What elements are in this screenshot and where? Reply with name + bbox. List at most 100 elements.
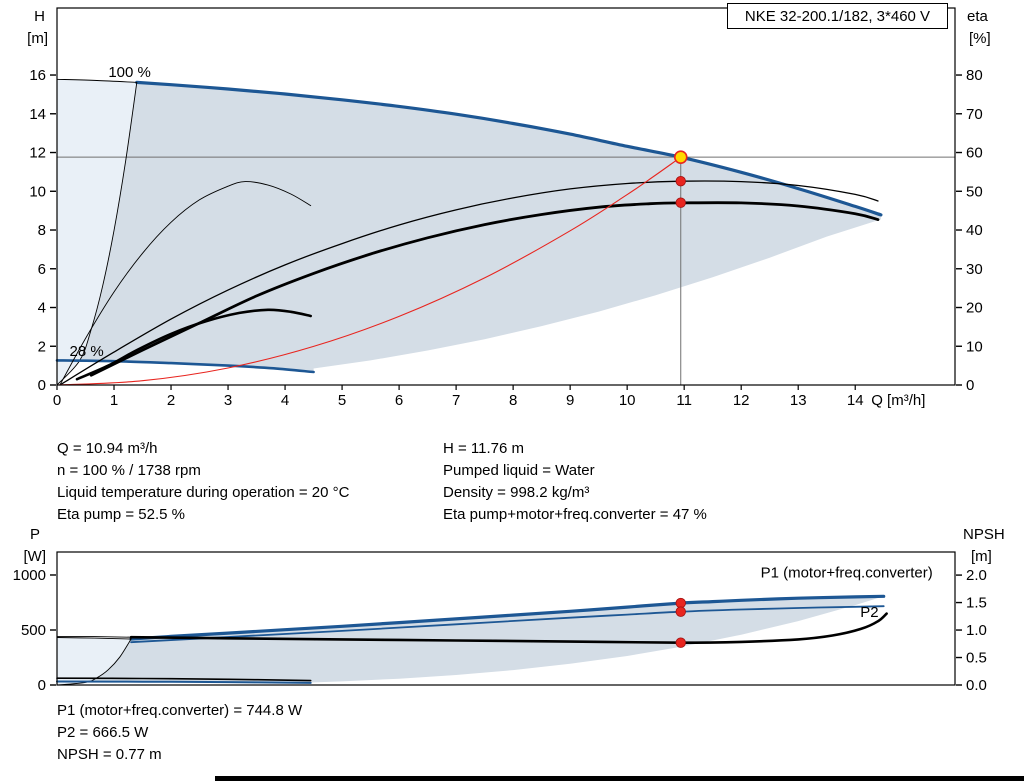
duty-point-marker[interactable] <box>673 150 688 164</box>
operating-envelope <box>80 82 881 373</box>
chart-text: 7 <box>452 392 460 409</box>
chart-text: 13 <box>790 392 807 409</box>
series-eta-pump-curve <box>59 180 879 386</box>
envelope-light <box>57 79 137 386</box>
eta-axis-title: eta <box>967 8 989 25</box>
series-npsh-extension <box>56 636 132 638</box>
npsh-axis-unit: [m] <box>971 548 992 565</box>
chart-text: 2 <box>38 338 46 355</box>
chart-text: 6 <box>38 261 46 278</box>
duty-readout-right: H = 11.76 m Pumped liquid = Water Densit… <box>443 438 707 526</box>
chart-text: 0 <box>38 377 46 394</box>
series-p1-curve <box>129 594 886 641</box>
chart-text: 0 <box>53 392 61 409</box>
readout-density: Density = 998.2 kg/m³ <box>443 484 590 501</box>
series-system-curve <box>56 156 682 386</box>
chart-text: 0 <box>38 677 46 694</box>
chart-text: 10 <box>29 183 46 200</box>
chart-text: 1.5 <box>966 595 987 612</box>
series-pump-curve-extension <box>56 78 138 83</box>
readout-eta-total: Eta pump+motor+freq.converter = 47 % <box>443 506 707 523</box>
chart-text: 8 <box>38 222 46 239</box>
plot-frame <box>56 551 956 686</box>
series-eta-total-curve <box>89 201 880 377</box>
power-npsh-chart[interactable]: P [W] NPSH [m] 0 500 1000 0.0 0.5 1.0 1.5 2.0 P1… <box>0 520 1024 695</box>
value-marker <box>675 175 686 187</box>
chart-text: 3 <box>224 392 232 409</box>
chart-text: 6 <box>395 392 403 409</box>
series-pump-curve-28 <box>55 359 315 374</box>
power-npsh-plot: 0 500 1000 0.0 0.5 1.0 1.5 2.0 P1 (motor+freq.co… <box>13 551 987 694</box>
p-axis-title: P <box>30 526 40 543</box>
chart-text: 28 % <box>70 343 104 360</box>
readout-liquid-temp: Liquid temperature during operation = 20… <box>57 484 350 501</box>
series-p1-extension <box>56 637 132 640</box>
plot-frame <box>56 7 956 386</box>
chart-text: 4 <box>281 392 289 409</box>
series-eta-pump-low-speed <box>59 181 312 386</box>
chart-text: 1.0 <box>966 622 987 639</box>
series-p-low-speed-dark <box>56 677 312 682</box>
chart-text: 10 <box>966 338 983 355</box>
chart-text: 0.0 <box>966 677 987 694</box>
chart-text: 12 <box>29 145 46 162</box>
chart-text: 14 <box>847 392 864 409</box>
chart-text: 14 <box>29 106 46 123</box>
chart-text: 70 <box>966 106 983 123</box>
value-marker <box>675 637 686 648</box>
value-marker <box>675 606 686 617</box>
eta-axis-unit: [%] <box>969 30 991 47</box>
npsh-axis-title: NPSH <box>963 526 1005 543</box>
chart-text: 40 <box>966 222 983 239</box>
readout-pumped-liquid: Pumped liquid = Water <box>443 462 595 479</box>
chart-text: 5 <box>338 392 346 409</box>
chart-text: 11 <box>676 392 692 409</box>
readout-h: H = 11.76 m <box>443 440 525 457</box>
bottom-edge-bar <box>215 776 1024 781</box>
h-axis-title: H <box>34 8 45 25</box>
chart-text: 2.0 <box>966 567 987 584</box>
chart-text: 1000 <box>13 567 46 584</box>
duty-readout-bottom: P1 (motor+freq.converter) = 744.8 W P2 =… <box>57 700 302 766</box>
chart-text: 0.5 <box>966 650 987 667</box>
readout-p2: P2 = 666.5 W <box>57 724 149 741</box>
chart-text: 4 <box>38 300 46 317</box>
curve-label: P2 <box>860 604 878 621</box>
chart-text: 50 <box>966 183 983 200</box>
chart-text: 100 % <box>108 64 151 81</box>
chart-text: 2 <box>167 392 175 409</box>
chart-text: 500 <box>21 622 46 639</box>
readout-q: Q = 10.94 m³/h <box>57 440 158 457</box>
chart-text: 60 <box>966 145 983 162</box>
chart-text: 9 <box>566 392 574 409</box>
readout-speed: n = 100 % / 1738 rpm <box>57 462 201 479</box>
chart-text: 12 <box>733 392 750 409</box>
series-power-speed-locus <box>56 638 132 686</box>
p-axis-unit: [W] <box>24 548 47 565</box>
chart-text: 8 <box>509 392 517 409</box>
chart-text: 10 <box>619 392 636 409</box>
series-npsh-curve <box>129 612 888 645</box>
h-axis-unit: [m] <box>27 30 48 47</box>
series-p2-curve <box>130 605 885 644</box>
readout-npsh: NPSH = 0.77 m <box>57 746 162 763</box>
head-efficiency-plot: 0 1 2 3 4 5 6 7 8 9 10 11 12 13 14 Q [m³/h]024681012141… <box>29 7 983 409</box>
series-p-low-speed-blue <box>56 680 312 684</box>
readout-p1: P1 (motor+freq.converter) = 744.8 W <box>57 702 303 719</box>
chart-text: 20 <box>966 300 983 317</box>
pump-model-text: NKE 32-200.1/182, 3*460 V <box>744 7 931 25</box>
curve-label: P1 (motor+freq.converter) <box>761 565 933 582</box>
chart-text: Q [m³/h] <box>871 392 925 409</box>
chart-text: 30 <box>966 261 983 278</box>
chart-text: 1 <box>110 392 118 409</box>
envelope-light <box>57 637 132 685</box>
value-marker <box>675 597 686 609</box>
chart-text: 16 <box>29 67 46 84</box>
head-efficiency-chart[interactable]: H [m] eta [%] 0 1 2 3 4 5 6 7 8 9 10 11 12 13 14 Q [m³/… <box>0 0 1024 430</box>
chart-text: 80 <box>966 67 983 84</box>
duty-readout-left: Q = 10.94 m³/h n = 100 % / 1738 rpm Liqu… <box>57 438 349 526</box>
series-eta-total-low-speed <box>75 308 312 381</box>
chart-text: 0 <box>966 377 974 394</box>
value-marker <box>675 197 686 208</box>
